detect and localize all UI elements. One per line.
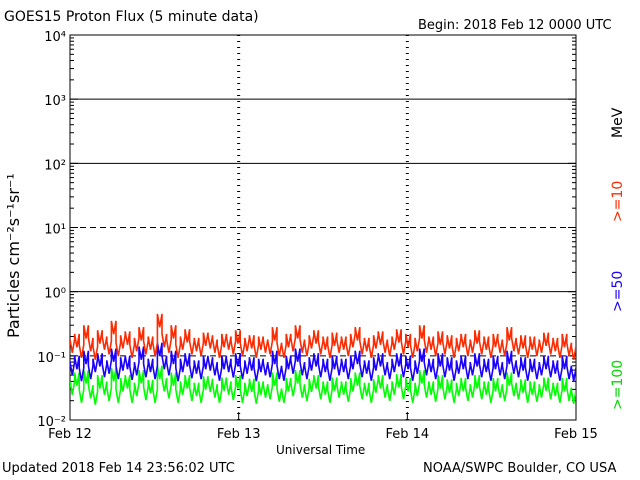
series-line	[70, 342, 576, 382]
begin-time: Begin: 2018 Feb 12 0000 UTC	[418, 18, 612, 33]
x-axis-label: Universal Time	[276, 443, 366, 457]
y-tick-label: 10⁰	[44, 287, 66, 302]
legend-p10: >=10	[610, 180, 626, 222]
updated-timestamp: Updated 2018 Feb 14 23:56:02 UTC	[2, 461, 235, 476]
credit-text: NOAA/SWPC Boulder, CO USA	[423, 461, 617, 476]
y-tick-label: 10⁴	[44, 30, 66, 45]
legend-p50: >=50	[610, 270, 626, 312]
x-tick-label: Feb 13	[217, 427, 261, 442]
unit-label: MeV	[610, 107, 626, 138]
y-tick-label: 10²	[44, 158, 66, 173]
y-axis-label: Particles cm⁻²s⁻¹sr⁻¹	[4, 173, 23, 338]
series-line	[70, 313, 576, 360]
x-tick-label: Feb 14	[385, 427, 429, 442]
y-tick-label: 10¹	[44, 223, 66, 238]
legend-p100: >=100	[610, 359, 626, 410]
chart-title: GOES15 Proton Flux (5 minute data)	[4, 9, 259, 25]
y-tick-label: 10³	[44, 94, 66, 109]
x-tick-label: Feb 12	[48, 427, 92, 442]
y-tick-label: 10⁻¹	[37, 351, 66, 366]
x-tick-label: Feb 15	[554, 427, 598, 442]
series-line	[70, 365, 576, 405]
y-tick-label: 10⁻²	[37, 415, 66, 430]
